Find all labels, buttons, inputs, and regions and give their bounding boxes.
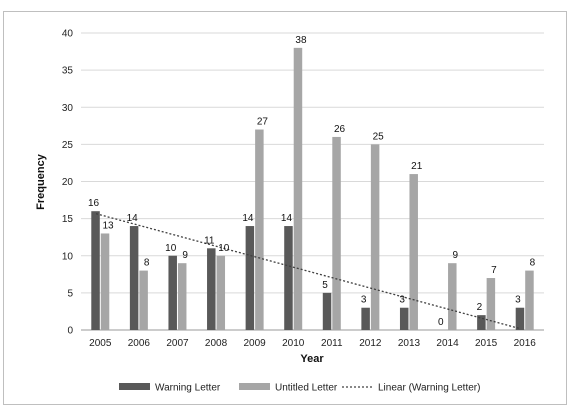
data-label: 8: [144, 258, 150, 269]
legend-warning-letter-swatch: [119, 383, 150, 390]
legend-linear-trend-label: Linear (Warning Letter): [378, 383, 480, 394]
y-tick-label: 5: [67, 288, 73, 299]
x-tick-label: 2013: [398, 338, 421, 349]
y-tick-label: 20: [62, 177, 74, 188]
bar-untitled-letter: [370, 144, 380, 330]
gridlines: [81, 32, 544, 331]
y-tick-label: 15: [62, 214, 74, 225]
bars: [91, 47, 534, 330]
x-tick-label: 2014: [436, 338, 459, 349]
data-label: 3: [399, 295, 405, 306]
x-axis-title: Year: [300, 353, 324, 365]
bar-warning-letter: [399, 307, 409, 330]
legend-untitled-letter-swatch: [239, 383, 270, 390]
bar-untitled-letter: [139, 270, 148, 330]
x-tick-label: 2009: [244, 338, 267, 349]
bar-warning-letter: [284, 226, 293, 330]
x-tick-label: 2012: [359, 338, 382, 349]
x-axis-ticks: 2005 2006 2007 2008 2009 2010 2011 2012 2013 2014…: [89, 338, 536, 349]
data-label: 11: [204, 235, 215, 246]
bar-warning-letter: [245, 226, 255, 330]
y-tick-label: 10: [62, 251, 74, 262]
bar-untitled-letter: [177, 263, 187, 330]
data-label: 3: [515, 295, 521, 306]
bar-warning-letter: [515, 307, 525, 330]
data-label: 9: [182, 250, 188, 261]
bar-warning-letter: [168, 255, 177, 330]
data-label: 14: [281, 213, 293, 224]
x-tick-label: 2006: [128, 338, 151, 349]
legend-warning-letter-label: Warning Letter: [155, 383, 221, 394]
bar-untitled-letter: [100, 233, 110, 330]
data-label: 21: [411, 161, 423, 172]
x-tick-label: 2016: [514, 338, 537, 349]
data-label: 7: [491, 265, 497, 276]
y-tick-label: 40: [62, 29, 74, 40]
data-label: 9: [453, 250, 459, 261]
data-label: 14: [242, 213, 254, 224]
bar-untitled-letter: [332, 136, 341, 330]
data-label: 16: [88, 198, 100, 209]
bar-warning-letter: [91, 211, 100, 330]
chart-frame: 0 5 10 15 20 25 30 35 40 16 13 14 8 10 9 11 10 14 27 14 38 5…: [3, 11, 567, 405]
data-label: 3: [361, 295, 367, 306]
y-axis-ticks: 0 5 10 15 20 25 30 35 40: [62, 29, 74, 337]
data-label: 27: [257, 117, 269, 128]
data-label: 10: [218, 243, 230, 254]
trendline-linear: [95, 213, 521, 330]
x-tick-label: 2005: [89, 338, 112, 349]
bar-untitled-letter: [448, 263, 457, 330]
data-label: 8: [530, 258, 536, 269]
data-label: 25: [373, 131, 385, 142]
bar-warning-letter: [129, 226, 139, 330]
y-tick-label: 0: [67, 326, 73, 337]
trendline: [95, 213, 521, 330]
data-label: 38: [295, 35, 307, 46]
x-tick-label: 2010: [282, 338, 305, 349]
x-tick-label: 2011: [321, 338, 343, 349]
y-tick-label: 35: [62, 66, 74, 77]
bar-warning-letter: [361, 307, 370, 330]
bar-warning-letter: [207, 248, 216, 330]
data-label: 13: [102, 220, 114, 231]
y-axis-title: Frequency: [35, 153, 47, 210]
bar-untitled-letter: [255, 129, 264, 330]
data-label: 26: [334, 124, 346, 135]
data-label: 0: [438, 317, 444, 328]
bar-untitled-letter: [216, 255, 226, 330]
bar-warning-letter: [322, 292, 332, 330]
y-tick-label: 30: [62, 103, 74, 114]
data-label: 14: [127, 213, 139, 224]
data-label: 10: [165, 243, 177, 254]
bar-untitled-letter: [409, 174, 418, 330]
x-tick-label: 2008: [205, 338, 228, 349]
data-label: 5: [322, 280, 328, 291]
x-tick-label: 2007: [166, 338, 189, 349]
x-tick-label: 2015: [475, 338, 498, 349]
legend-untitled-letter-label: Untitled Letter: [275, 383, 338, 394]
data-label: 2: [477, 302, 483, 313]
bar-untitled-letter: [293, 47, 303, 330]
bar-untitled-letter: [525, 270, 534, 330]
bar-warning-letter: [477, 315, 486, 330]
y-tick-label: 25: [62, 140, 74, 151]
legend: Warning Letter Untitled Letter Linear (War…: [119, 383, 480, 394]
bar-untitled-letter: [486, 278, 496, 330]
